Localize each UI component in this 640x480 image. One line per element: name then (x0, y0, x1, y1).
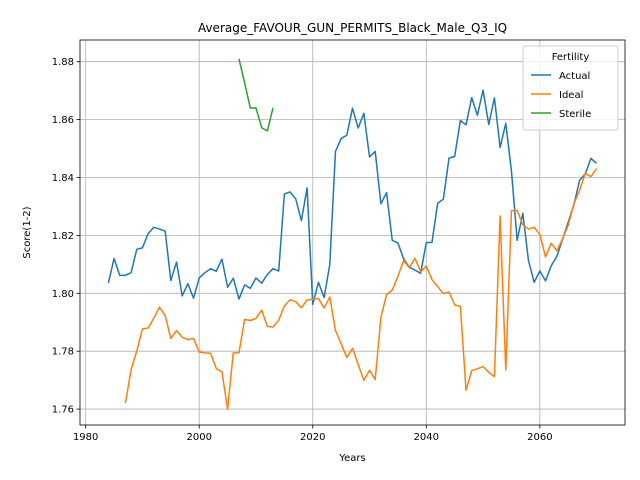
x-tick-label: 2000 (186, 432, 211, 443)
series-line-sterile (238, 58, 274, 132)
y-axis-label: Score(1-2) (22, 206, 33, 258)
legend-entries: Actual Ideal Sterile (531, 71, 591, 120)
series-line-actual (107, 89, 598, 306)
plot-frame (79, 39, 626, 426)
axis-ticks: 1980 2000 2020 2040 2060 1.76 1.78 1.80 1.82 1.84… (52, 57, 553, 443)
legend-label-sterile: Sterile (559, 109, 591, 120)
y-tick-label: 1.76 (52, 405, 74, 416)
series-line-ideal (124, 168, 598, 410)
x-tick-label: 2060 (527, 432, 552, 443)
x-tick-label: 2020 (300, 432, 325, 443)
y-tick-label: 1.86 (52, 115, 74, 126)
y-tick-label: 1.84 (52, 173, 74, 184)
series-lines (107, 58, 598, 410)
legend-box (522, 45, 619, 131)
x-tick-label: 2040 (414, 432, 439, 443)
y-tick-label: 1.80 (52, 289, 74, 300)
legend-label-actual: Actual (559, 71, 590, 82)
y-tick-label: 1.88 (52, 57, 74, 68)
y-tick-label: 1.78 (52, 347, 74, 358)
chart-title: Average_FAVOUR_GUN_PERMITS_Black_Male_Q3… (198, 21, 507, 35)
y-tick-label: 1.82 (52, 231, 74, 242)
legend-title: Fertility (552, 52, 590, 63)
x-axis-label: Years (338, 453, 365, 464)
grid-lines (80, 40, 625, 425)
x-tick-label: 1980 (73, 432, 98, 443)
legend: Fertility Actual Ideal Sterile (522, 45, 619, 131)
legend-label-ideal: Ideal (559, 90, 583, 101)
